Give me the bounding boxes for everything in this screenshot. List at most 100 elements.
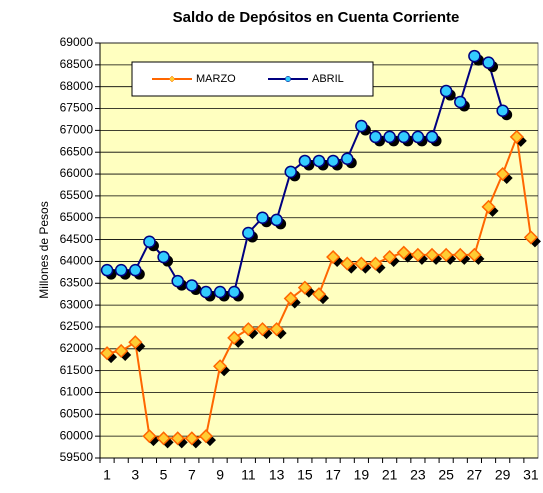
marker <box>227 285 241 299</box>
y-tick-label: 68000 <box>60 79 94 93</box>
marker <box>495 166 510 182</box>
marker <box>143 235 156 249</box>
marker <box>369 130 382 144</box>
x-tick-label: 27 <box>467 467 483 483</box>
marker <box>142 429 157 444</box>
x-tick-label: 11 <box>241 467 256 483</box>
marker <box>184 431 199 446</box>
marker <box>523 230 538 245</box>
marker <box>227 330 242 345</box>
marker <box>128 335 143 350</box>
marker <box>213 285 227 299</box>
y-tick-label: 66500 <box>60 144 94 158</box>
y-tick-label: 64500 <box>60 232 94 246</box>
marker <box>496 104 509 117</box>
x-tick-label: 9 <box>216 467 224 483</box>
marker <box>326 249 341 265</box>
x-tick-label: 29 <box>495 467 511 483</box>
marker <box>453 247 468 262</box>
y-tick-label: 67000 <box>60 123 94 137</box>
marker <box>481 199 496 214</box>
y-tick-label: 60000 <box>60 428 94 442</box>
x-tick-label: 1 <box>103 467 111 483</box>
marker <box>467 247 482 262</box>
marker <box>114 343 129 359</box>
marker <box>425 130 439 144</box>
x-tick-label: 3 <box>131 467 139 483</box>
marker <box>256 211 269 224</box>
marker <box>311 287 327 302</box>
y-tick-label: 66000 <box>60 166 94 180</box>
y-axis-label: Millones de Pesos <box>37 201 51 298</box>
x-tick-label: 5 <box>160 467 168 483</box>
x-tick-label: 17 <box>325 467 341 483</box>
marker <box>368 256 383 271</box>
marker <box>341 152 354 166</box>
y-tick-label: 64000 <box>60 254 94 268</box>
legend-marker <box>285 76 291 82</box>
marker <box>468 49 481 63</box>
marker <box>270 213 283 227</box>
marker <box>439 84 453 98</box>
marker <box>397 130 411 144</box>
y-tick-label: 65500 <box>60 188 94 202</box>
marker <box>156 431 171 446</box>
marker <box>355 119 368 133</box>
marker <box>242 226 255 240</box>
x-tick-label: 19 <box>354 467 370 483</box>
x-tick-label: 15 <box>297 467 313 483</box>
marker <box>283 291 298 306</box>
x-tick-label: 31 <box>523 467 539 483</box>
marker <box>198 429 214 444</box>
marker <box>114 263 128 277</box>
y-tick-label: 63500 <box>60 275 94 289</box>
y-tick-label: 68500 <box>60 57 94 71</box>
marker <box>170 431 185 446</box>
marker <box>354 256 369 271</box>
y-tick-label: 61000 <box>60 385 94 399</box>
y-tick-label: 69000 <box>60 35 94 49</box>
chart-title: Saldo de Depósitos en Cuenta Corriente <box>173 9 460 26</box>
legend-label: MARZO <box>196 73 236 85</box>
marker <box>383 130 396 144</box>
marker <box>340 256 355 271</box>
marker <box>298 154 312 168</box>
legend-marker <box>168 75 176 83</box>
y-tick-label: 62500 <box>60 319 94 333</box>
y-tick-label: 60500 <box>60 406 94 420</box>
marker <box>199 285 213 299</box>
y-tick-label: 59500 <box>60 450 94 464</box>
marker <box>396 245 411 260</box>
y-tick-label: 61500 <box>60 363 94 377</box>
marker <box>312 154 326 168</box>
x-tick-label: 23 <box>410 467 426 483</box>
marker <box>410 247 425 262</box>
marker <box>100 346 115 361</box>
y-tick-label: 62000 <box>60 341 94 355</box>
y-tick-label: 67500 <box>60 101 94 115</box>
marker <box>255 322 270 337</box>
x-tick-label: 13 <box>269 467 285 483</box>
marker <box>171 274 184 288</box>
marker <box>213 359 228 374</box>
marker <box>509 129 524 144</box>
y-tick-label: 63000 <box>60 297 94 311</box>
plot-area <box>99 42 539 459</box>
marker <box>482 56 495 69</box>
y-tick-label: 65000 <box>60 210 94 224</box>
marker <box>411 130 425 144</box>
marker <box>424 247 440 262</box>
legend-label: ABRIL <box>312 73 344 85</box>
marker <box>326 154 340 168</box>
marker <box>439 247 454 262</box>
marker <box>297 280 312 295</box>
marker <box>454 95 467 109</box>
marker <box>269 322 284 337</box>
x-tick-label: 25 <box>438 467 454 483</box>
marker <box>157 250 170 264</box>
marker <box>185 279 199 292</box>
marker <box>129 263 142 277</box>
x-tick-label: 7 <box>188 467 196 483</box>
marker <box>284 165 297 179</box>
